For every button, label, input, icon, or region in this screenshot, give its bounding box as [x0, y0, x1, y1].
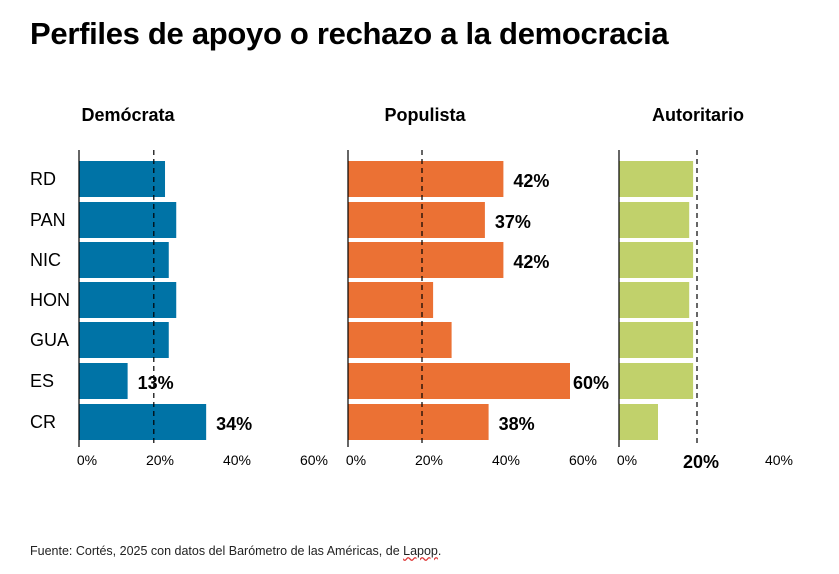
category-label: NIC	[30, 250, 61, 270]
bar-nic	[348, 242, 504, 278]
panel-title: Demócrata	[81, 105, 175, 125]
tick-label: 20%	[683, 452, 719, 472]
source-note: Fuente: Cortés, 2025 con datos del Baróm…	[30, 544, 441, 558]
category-label: ES	[30, 371, 54, 391]
bar-hon	[348, 282, 434, 318]
bar-gua	[619, 322, 694, 358]
bar-pan	[79, 202, 177, 238]
bar-rd	[79, 161, 166, 197]
bar-rd	[348, 161, 504, 197]
panel-title: Populista	[384, 105, 466, 125]
bar-pan	[619, 202, 690, 238]
bar-es	[348, 363, 570, 399]
page-title: Perfiles de apoyo o rechazo a la democra…	[30, 16, 669, 51]
tick-label: 40%	[223, 452, 251, 468]
tick-label: 0%	[346, 452, 366, 468]
bar-es	[619, 363, 694, 399]
tick-label: 20%	[146, 452, 174, 468]
bar-cr	[79, 404, 207, 440]
data-label: 42%	[513, 252, 549, 272]
tick-label: 60%	[569, 452, 597, 468]
source-text: Fuente: Cortés, 2025 con datos del Baróm…	[30, 544, 404, 558]
bar-gua	[348, 322, 452, 358]
category-label: HON	[30, 290, 70, 310]
panel-title: Autoritario	[652, 105, 744, 125]
bar-cr	[619, 404, 658, 440]
bar-rd	[619, 161, 694, 197]
source-end: .	[437, 544, 442, 558]
source-link: Lapop	[403, 544, 438, 558]
category-label: CR	[30, 412, 56, 432]
tick-label: 40%	[765, 452, 793, 468]
category-label: PAN	[30, 210, 66, 230]
category-label: RD	[30, 169, 56, 189]
tick-label: 60%	[300, 452, 328, 468]
data-label: 37%	[495, 212, 531, 232]
bar-pan	[348, 202, 485, 238]
bar-es	[79, 363, 128, 399]
category-label: GUA	[30, 330, 69, 350]
data-label: 38%	[499, 414, 535, 434]
data-label: 60%	[573, 373, 609, 393]
bar-gua	[79, 322, 169, 358]
data-label: 42%	[513, 171, 549, 191]
data-label: 13%	[138, 373, 174, 393]
data-label: 34%	[216, 414, 252, 434]
tick-label: 0%	[617, 452, 637, 468]
tick-label: 40%	[492, 452, 520, 468]
bar-hon	[619, 282, 690, 318]
bar-hon	[79, 282, 177, 318]
bar-nic	[79, 242, 169, 278]
bar-nic	[619, 242, 694, 278]
tick-label: 20%	[415, 452, 443, 468]
bar-cr	[348, 404, 489, 440]
tick-label: 0%	[77, 452, 97, 468]
